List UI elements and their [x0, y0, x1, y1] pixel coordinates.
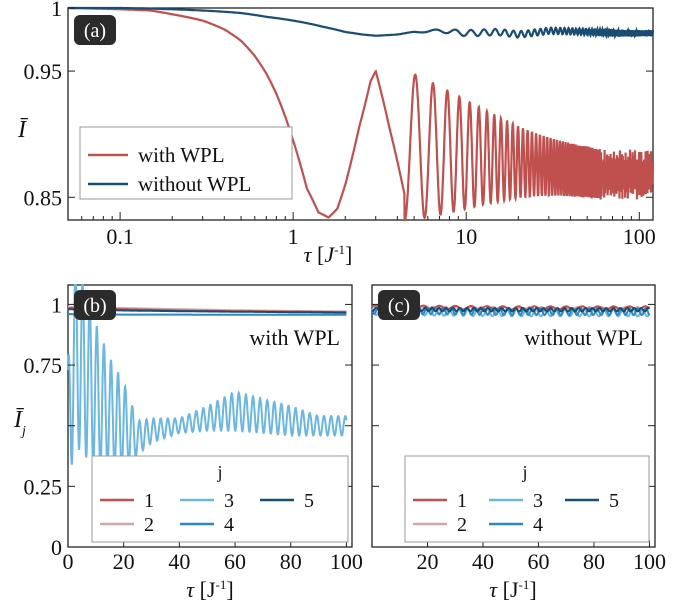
x-tick-label: 0.1: [106, 224, 134, 249]
y-tick-label: 0: [51, 535, 62, 560]
x-tick-label: 20: [416, 549, 438, 574]
legend-label-j1: 1: [144, 490, 154, 512]
panel-b-axis-ticks: 0 20 40 60 80 100 0 0.25 0.75 1: [24, 292, 363, 574]
legend-label-without-wpl: without WPL: [138, 172, 251, 196]
panel-a-xlabel: τ [J-1]: [304, 242, 353, 267]
panel-b-label: (b): [83, 295, 106, 317]
panel-a-frame: [67, 7, 654, 221]
panel-c-frame: [371, 284, 656, 548]
panel-c-legend-box: [404, 455, 650, 543]
panel-a-badge: [74, 15, 116, 45]
panel-c-axis-ticks: 20 40 60 80 100: [371, 303, 666, 574]
panel-b-frame: [67, 284, 353, 548]
panel-b-ylabel-sub: j: [20, 424, 26, 439]
panel-c-legend: j 12 34 5: [404, 455, 650, 543]
legend-label-j2: 2: [144, 514, 154, 536]
y-tick-label: 0.85: [24, 185, 63, 210]
panel-b-legend-title: j: [216, 462, 222, 482]
legend-label-j1: 1: [457, 490, 467, 512]
panel-a-ylabel-text: Ī: [17, 117, 28, 143]
y-tick-label: 1: [51, 292, 62, 317]
legend-label-j3: 3: [533, 490, 543, 512]
y-tick-label: 0.95: [24, 59, 63, 84]
panel-a-label: (a): [84, 20, 106, 42]
x-tick-label: 0: [63, 549, 74, 574]
panel-a-legend: with WPL without WPL: [79, 126, 293, 200]
series-without-wpl: [68, 6, 655, 40]
panel-c-xlabel: τ [J-1]: [489, 577, 536, 602]
legend-label-j3: 3: [224, 490, 234, 512]
legend-label-j2: 2: [457, 514, 467, 536]
x-tick-label: 80: [280, 549, 302, 574]
x-tick-label: 40: [168, 549, 190, 574]
x-tick-label: 10: [455, 224, 477, 249]
y-tick-label: 1: [51, 0, 62, 21]
x-tick-label: 1: [288, 224, 299, 249]
panel-c-title: without WPL: [524, 325, 643, 350]
legend-label-j4: 4: [224, 514, 234, 536]
panel-b-xlabel: τ [J-1]: [186, 577, 233, 602]
panel-c: 20 40 60 80 100 (c) without WPL τ [J-1] j 12…: [371, 284, 666, 602]
panel-a: 0.1 1 10 100 0.85 0.95 1 (a) Ī τ [J-1] with WP…: [17, 0, 656, 267]
legend-label-j5: 5: [609, 490, 619, 512]
x-tick-label: 60: [527, 549, 549, 574]
legend-label-j4: 4: [533, 514, 543, 536]
y-tick-label: 0.75: [24, 353, 63, 378]
panel-c-legend-title: j: [521, 462, 527, 482]
series-with-wpl: [68, 6, 655, 222]
x-tick-label: 100: [633, 549, 666, 574]
panel-a-legend-box: [79, 126, 293, 200]
x-tick-label: 100: [330, 549, 363, 574]
panel-a-ylabel: Ī: [17, 117, 28, 143]
legend-label-with-wpl: with WPL: [138, 143, 225, 167]
panel-b-ylabel: Īj: [13, 407, 26, 439]
legend-label-j5: 5: [304, 490, 314, 512]
panel-a-lines: [68, 6, 655, 222]
y-tick-label: 0.25: [24, 474, 63, 499]
x-tick-label: 80: [583, 549, 605, 574]
panel-b-legend: j 12 34 5: [91, 455, 349, 543]
panel-b-title: with WPL: [249, 325, 340, 350]
panel-c-label: (c): [388, 295, 410, 317]
panel-a-axis-ticks: 0.1 1 10 100 0.85 0.95 1: [24, 0, 656, 249]
x-tick-label: 100: [623, 224, 656, 249]
panel-b-badge: [74, 290, 116, 320]
panel-b-legend-box: [91, 455, 349, 543]
panel-c-badge: [378, 290, 420, 320]
x-tick-label: 40: [472, 549, 494, 574]
panel-b: 0 20 40 60 80 100 0 0.25 0.75 1 (b) with WPL Īj τ…: [13, 284, 363, 602]
x-tick-label: 60: [224, 549, 246, 574]
x-tick-label: 20: [113, 549, 135, 574]
panel-b-ylabel-main: Ī: [13, 407, 24, 433]
